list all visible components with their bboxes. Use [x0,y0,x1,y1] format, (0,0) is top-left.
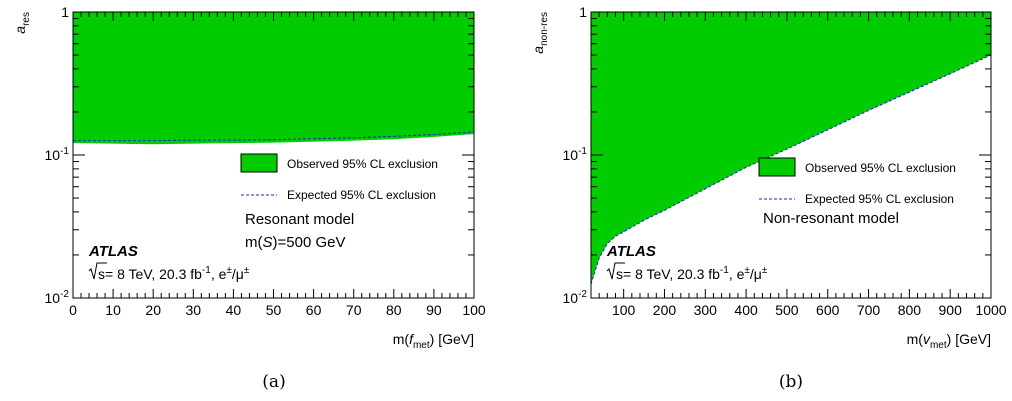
y-tick-label: 1 [579,4,587,20]
legend-label-expected: Expected 95% CL exclusion [287,188,436,202]
run-info: s= 8 TeV, 20.3 fb-1, e±/μ± [616,265,768,282]
y-tick-label: 10-2 [45,289,70,306]
x-tick-label: 50 [266,302,282,318]
x-tick-label: 80 [386,302,402,318]
x-axis-title: m(fmet) [GeV] [393,331,474,351]
chart-panel-a: 0 10 20 30 40 50 60 70 80 90 100 1 10-1 10-2 m(fmet) [… [12,4,486,392]
y-axis-title: anon-res [530,12,550,54]
legend-label-observed: Observed 95% CL exclusion [287,157,438,171]
y-tick-label: 10-2 [563,289,588,306]
observed-exclusion-area [73,12,474,144]
x-tick-label: 700 [857,302,881,318]
legend-label-expected: Expected 95% CL exclusion [805,192,954,206]
model-mass-label: m(S)=500 GeV [245,234,345,251]
x-tick-label: 0 [69,302,77,318]
x-tick-label: 600 [816,302,840,318]
y-axis-title: ares [12,12,32,34]
legend-swatch-observed [241,154,277,172]
panel-caption: (a) [262,372,285,392]
x-tick-label: 30 [186,302,202,318]
x-tick-label: 40 [226,302,242,318]
y-tick-label: 10-1 [45,146,70,163]
x-tick-label: 800 [898,302,922,318]
x-tick-label: 100 [462,302,486,318]
chart-panel-b: 100 200 300 400 500 600 700 800 900 1000 1 10-1 10-2… [530,4,1007,392]
x-tick-label: 200 [653,302,677,318]
y-tick-label: 10-1 [563,146,588,163]
x-tick-label: 60 [306,302,322,318]
x-axis-title: m(vmet) [GeV] [907,331,991,351]
legend-label-observed: Observed 95% CL exclusion [805,161,956,175]
x-tick-label: 1000 [975,302,1006,318]
x-tick-label: 70 [346,302,362,318]
x-tick-label: 10 [105,302,121,318]
x-tick-label: 400 [734,302,758,318]
x-tick-label: 20 [145,302,161,318]
legend-swatch-observed [759,158,795,176]
model-label: Resonant model [245,211,354,228]
run-info: s= 8 TeV, 20.3 fb-1, e±/μ± [98,265,250,282]
atlas-label: ATLAS [88,243,138,260]
y-tick-label: 1 [61,4,69,20]
x-tick-label: 900 [939,302,963,318]
x-tick-label: 500 [775,302,799,318]
x-tick-label: 300 [694,302,718,318]
x-tick-label: 100 [612,302,636,318]
model-label: Non-resonant model [763,210,899,227]
panel-caption: (b) [779,372,803,392]
x-tick-label: 90 [426,302,442,318]
atlas-label: ATLAS [606,243,656,260]
